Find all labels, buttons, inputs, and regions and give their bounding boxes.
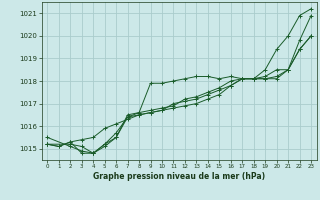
X-axis label: Graphe pression niveau de la mer (hPa): Graphe pression niveau de la mer (hPa) <box>93 172 265 181</box>
